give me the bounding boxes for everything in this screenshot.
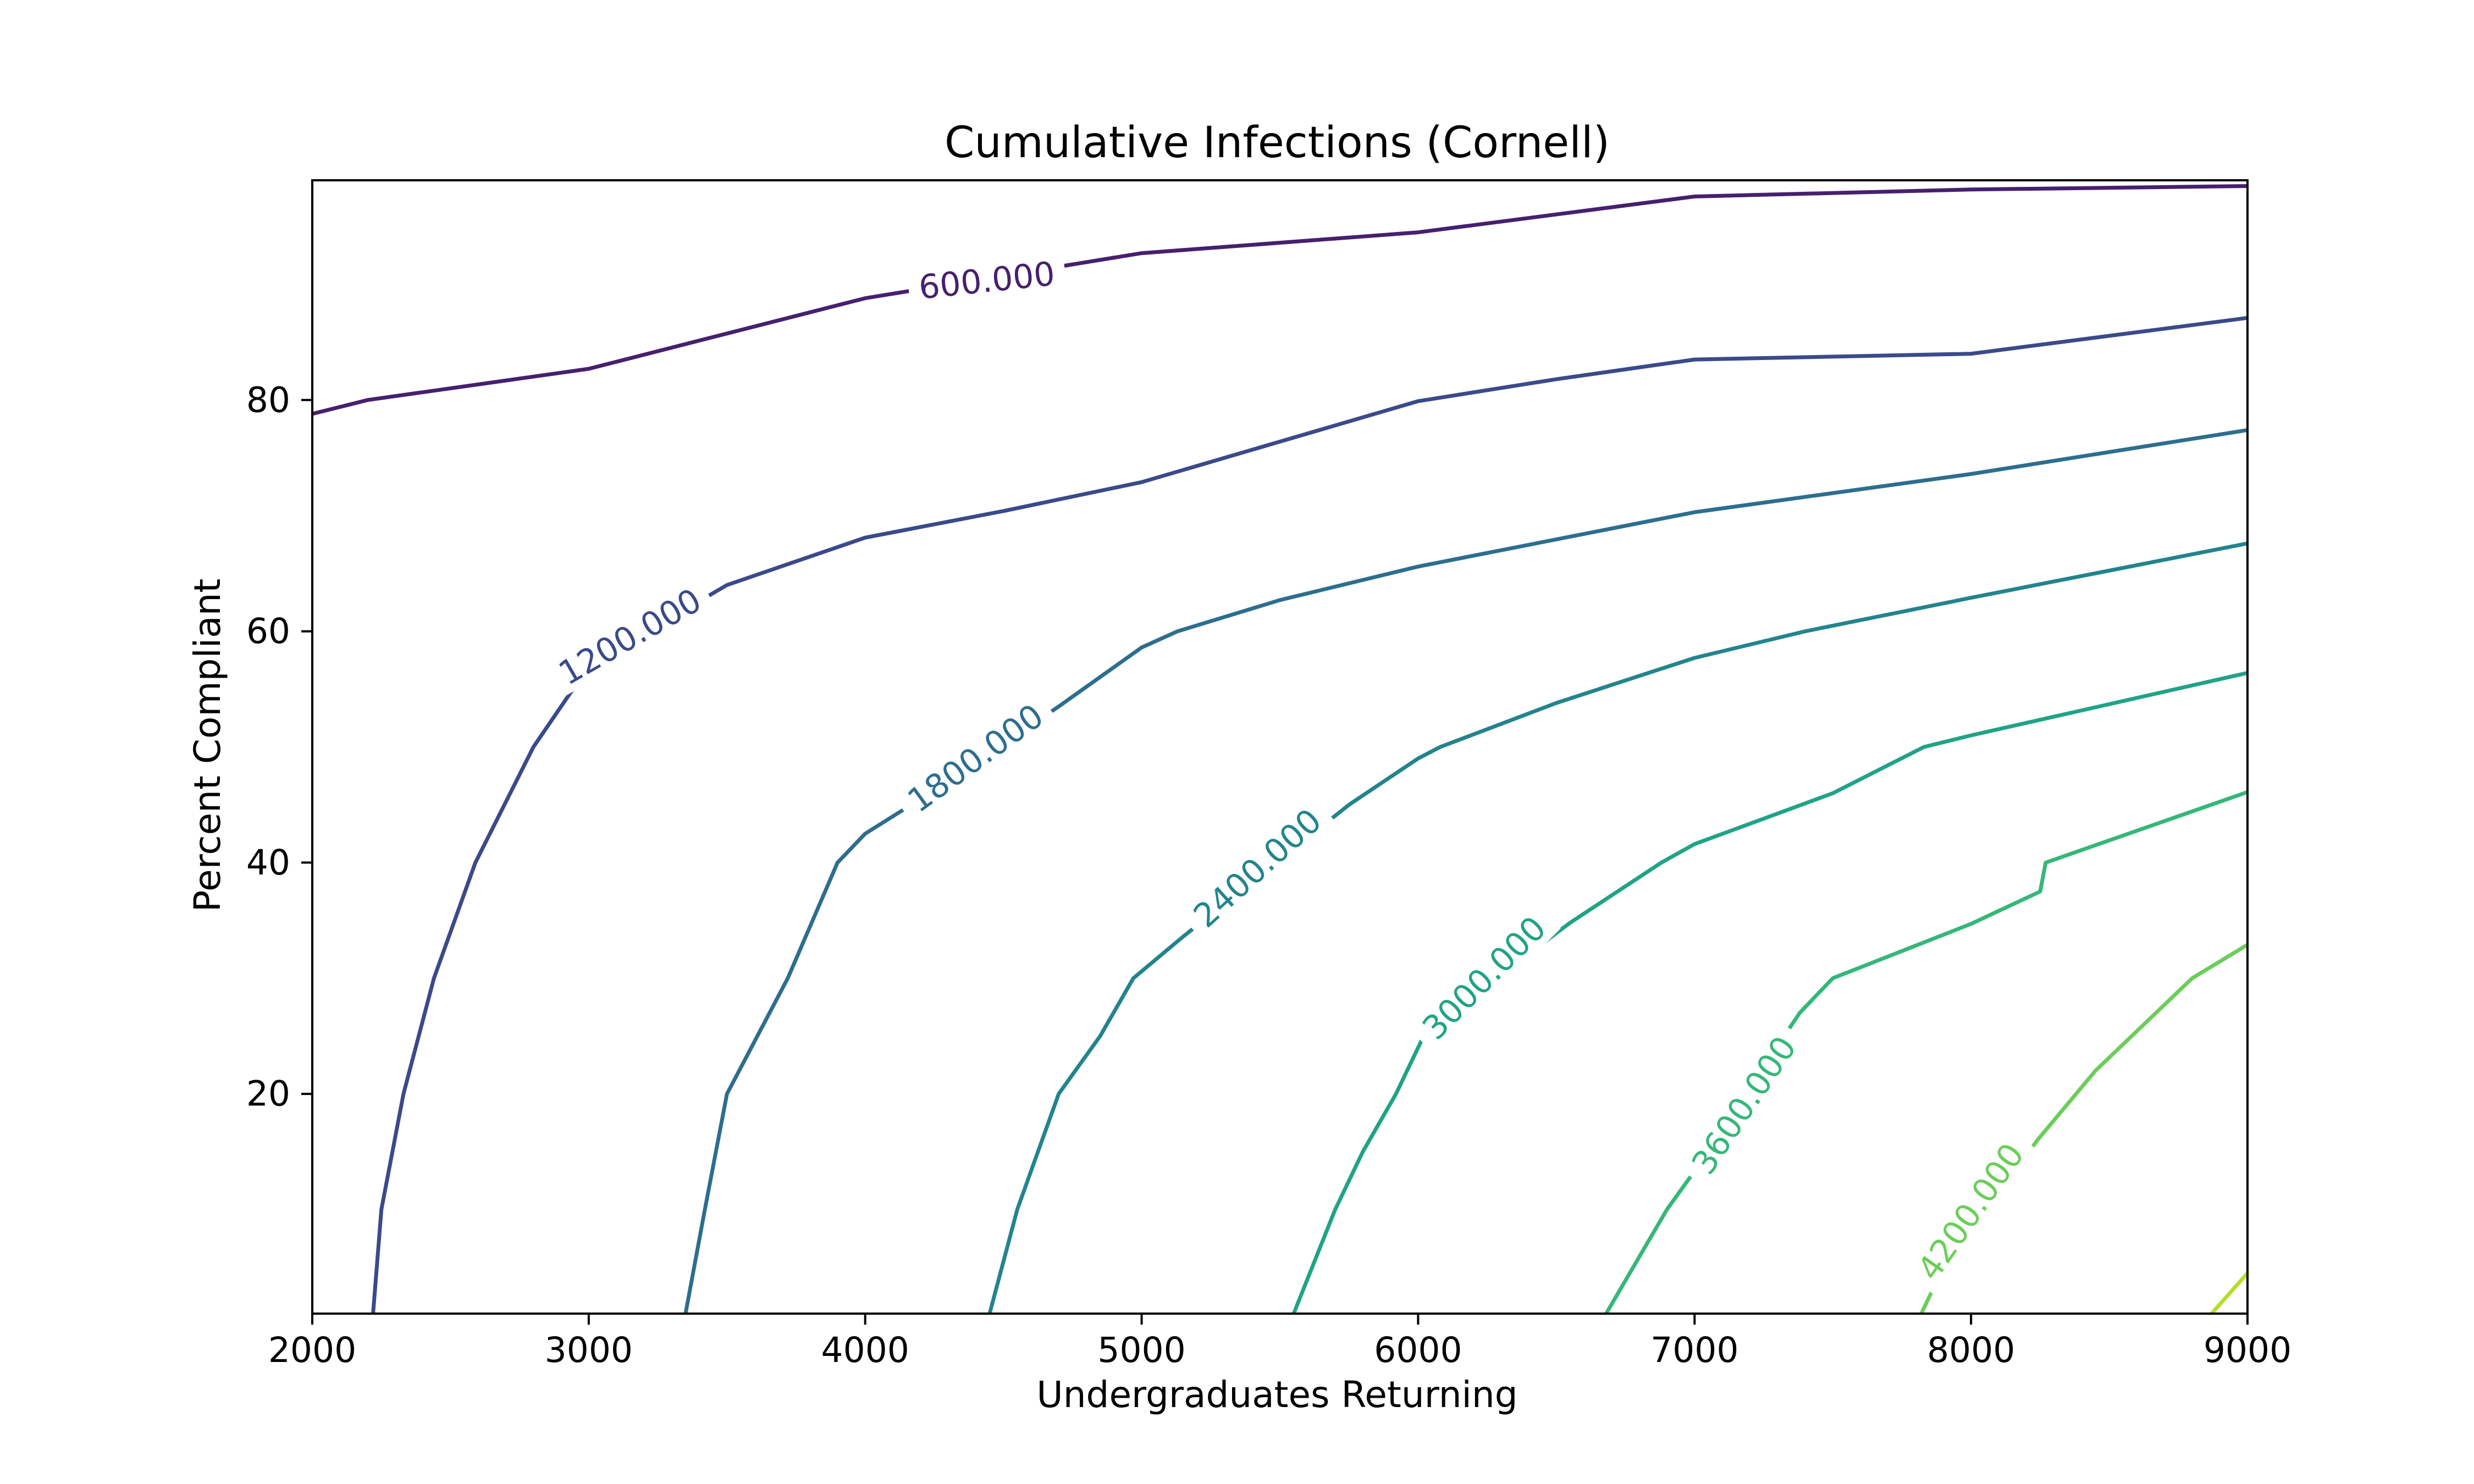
chart-title: Cumulative Infections (Cornell) (945, 118, 1610, 168)
x-tick-label: 6000 (1374, 1330, 1462, 1370)
y-tick-label: 20 (246, 1074, 290, 1114)
contour-line-1800 (683, 428, 2247, 1314)
contour-label-gap-1200 (543, 576, 717, 698)
contour-line-4200 (1919, 943, 2247, 1314)
contour-label-4200: 4200.000 (1910, 1137, 2032, 1288)
contour-label-gap-3600 (1679, 1021, 1810, 1190)
contour-line-1200 (371, 315, 2247, 1314)
y-axis-label: Percent Compliant (186, 579, 229, 912)
contour-label-1200: 1200.000 (553, 581, 708, 693)
x-tick-label: 7000 (1650, 1330, 1738, 1370)
contour-label-3600: 3600.000 (1685, 1029, 1804, 1181)
contour-label-3000: 3000.000 (1415, 909, 1554, 1048)
contour-line-3600 (1604, 790, 2247, 1314)
contour-label-gap-3000 (1408, 902, 1561, 1055)
x-axis-ticks: 2000 3000 4000 5000 6000 7000 8000 9000 (268, 1314, 2291, 1370)
contour-label-gap-1800 (892, 691, 1059, 826)
x-axis-label: Undergraduates Returning (1036, 1374, 1517, 1416)
contour-line-4800 (2210, 1272, 2247, 1314)
contour-line-2400 (987, 541, 2247, 1314)
contour-labels: 600.000 1200.000 1800.000 2400.000 3000.000 3… (543, 254, 2037, 1296)
x-tick-label: 8000 (1927, 1330, 2015, 1370)
y-tick-label: 60 (246, 611, 290, 651)
y-tick-label: 80 (246, 380, 290, 420)
contour-label-gap-600 (907, 254, 1067, 308)
x-tick-label: 5000 (1097, 1330, 1185, 1370)
y-axis-ticks: 20 40 60 80 (246, 380, 312, 1114)
contour-label-gap-4200 (1904, 1128, 2037, 1296)
contour-label-1800: 1800.000 (901, 697, 1051, 821)
plot-frame (311, 179, 2249, 1315)
x-tick-label: 4000 (821, 1330, 909, 1370)
x-tick-label: 2000 (268, 1330, 356, 1370)
x-tick-label: 9000 (2204, 1330, 2291, 1370)
contour-label-2400: 2400.000 (1186, 801, 1329, 935)
contour-label-gap-2400 (1179, 795, 1337, 942)
y-tick-label: 40 (246, 843, 290, 883)
contour-lines (312, 184, 2247, 1314)
x-tick-label: 3000 (545, 1330, 633, 1370)
contour-label-600: 600.000 (917, 254, 1057, 307)
contour-line-3000 (1291, 671, 2247, 1314)
contour-line-600 (312, 184, 2247, 416)
